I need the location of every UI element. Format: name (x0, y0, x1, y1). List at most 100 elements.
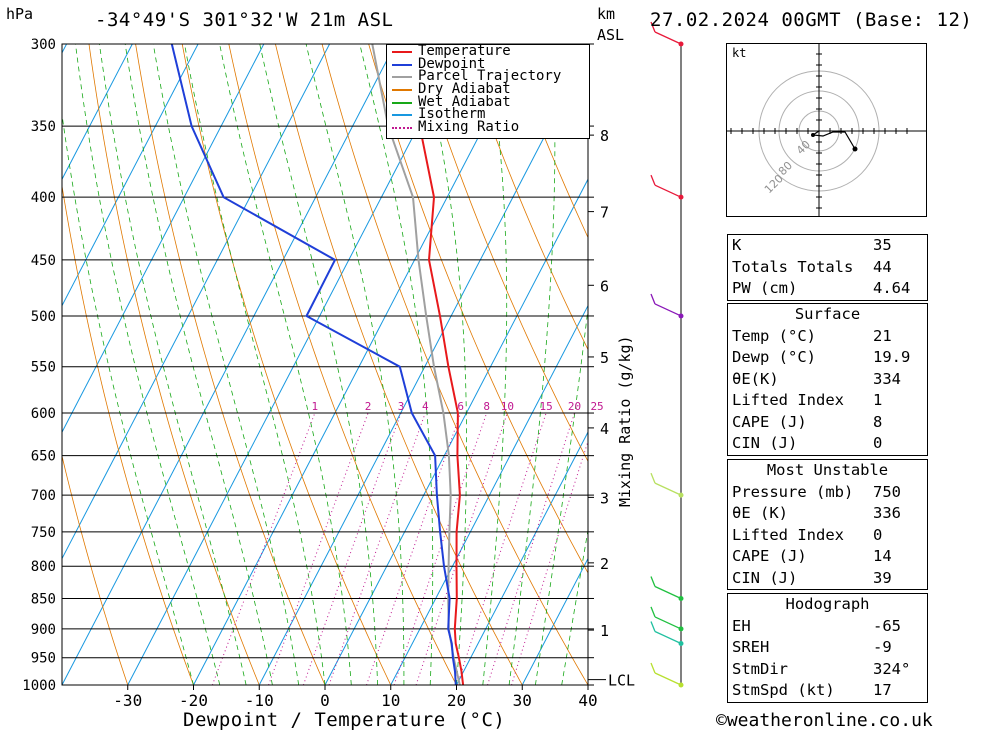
mixing-ratio-line (393, 412, 488, 685)
wet-adiabat-line (508, 44, 556, 685)
legend-label: Mixing Ratio (418, 119, 520, 136)
mixing-ratio-line (211, 412, 316, 685)
wet-adiabat-line (561, 527, 588, 685)
legend-label: Dewpoint (418, 55, 486, 72)
wind-barb-flag (650, 606, 656, 618)
temperature-tick-label: 20 (447, 691, 466, 710)
surface-cape-row: CAPE (J) 8 (732, 412, 883, 431)
dry-adiabat-line (461, 44, 588, 351)
location-title: -34°49'S 301°32'W 21m ASL (95, 9, 394, 31)
altitude-tick-label: 7 (600, 204, 609, 222)
wind-barb-column (650, 21, 684, 688)
mixing-ratio-line (456, 412, 547, 685)
mu-li-row: Lifted Index 0 (732, 525, 883, 544)
altitude-tick-label: 2 (600, 555, 609, 573)
wet-adiabat-line (99, 44, 247, 685)
isotherm-line (521, 557, 588, 685)
wet-adiabat-line (535, 305, 588, 685)
isotherm-line (390, 304, 588, 685)
altitude-tick-label: 1 (600, 622, 609, 640)
plot-frame (61, 43, 589, 686)
pressure-tick-label: 400 (31, 190, 56, 206)
mixing-ratio-label: 6 (457, 400, 464, 413)
mixing-ratio-label: 8 (483, 400, 490, 413)
dry-adiabat-line (414, 44, 588, 463)
legend-label: Dry Adiabat (418, 81, 511, 98)
hodograph-panel: kt 40 80 120 (726, 43, 927, 217)
legend-swatch (392, 51, 412, 53)
mu-theta-row: θE (K) 336 (732, 504, 901, 522)
dry-adiabat-line (62, 454, 129, 685)
isotherm-line (324, 178, 588, 685)
wind-barb-staff (654, 31, 682, 45)
isotherm-line (62, 44, 331, 560)
altitude-tick-label: 6 (600, 277, 609, 295)
k-index-row: K 35 (732, 236, 892, 254)
legend-item: Temperature (387, 43, 589, 59)
temperature-tick-label: 40 (578, 691, 597, 710)
altitude-tick-label: 8 (600, 127, 609, 145)
mixing-ratio-labels: 1 2 3 4 6 8 10 15 20 25 (312, 400, 604, 413)
legend-label: Wet Adiabat (418, 93, 511, 110)
isotherm-line (127, 44, 462, 685)
isotherm-line (456, 431, 588, 685)
wind-barb-flag (650, 662, 656, 674)
mu-cin-row: CIN (J) 39 (732, 568, 892, 587)
surface-title: Surface (794, 305, 861, 323)
temperature-tick-label: -20 (179, 691, 208, 710)
pressure-tick-label: 850 (31, 591, 56, 607)
legend-item: Parcel Trajectory (387, 70, 589, 83)
hodograph-end-point (852, 146, 858, 152)
altitude-tick-label: 4 (600, 420, 609, 438)
legend-label: Isotherm (418, 106, 486, 123)
surface-theta-row: θE(K) 334 (732, 369, 901, 388)
dry-adiabat-line (508, 44, 588, 239)
temperature-line (400, 44, 465, 685)
mixing-ratio-label: 15 (540, 400, 553, 413)
profile-lines (170, 44, 465, 685)
pressure-axis: 300 350 400 450 500 550 600 650 700 750 800 850 900 9… (22, 37, 56, 694)
dry-adiabat-line (321, 44, 588, 685)
wet-adiabat-line (219, 44, 352, 685)
lcl-label: LCL (608, 672, 635, 690)
mixing-ratio-label: 25 (590, 400, 603, 413)
indices-panel: K 35 Totals Totals 44 PW (cm) 4.64 (727, 234, 928, 301)
legend-swatch (392, 127, 412, 130)
pressure-tick-label: 350 (31, 119, 56, 135)
surface-li-row: Lifted Index 1 (732, 391, 883, 409)
mixing-ratio-label: 20 (568, 400, 581, 413)
altitude-axis: 1 2 3 4 5 6 7 8 LCL (588, 127, 635, 690)
mixing-ratio-line (366, 412, 462, 685)
legend-swatch (392, 63, 412, 66)
wind-barb-staff (654, 630, 682, 645)
wet-adiabat-line (305, 44, 405, 685)
hodograph-ring-label: 40 (794, 138, 813, 157)
mu-title: Most Unstable (766, 461, 889, 479)
wet-adiabat-line (152, 44, 300, 685)
wind-barb-staff (654, 585, 682, 600)
legend-label: Temperature (418, 43, 511, 59)
legend-item: Dry Adiabat (387, 81, 589, 98)
temperature-tick-label: -10 (245, 691, 274, 710)
isotherm-line (193, 44, 528, 685)
legend-swatch (392, 89, 412, 92)
pressure-tick-label: 300 (31, 37, 56, 53)
dry-adiabat-line (928, 44, 1000, 685)
mixing-ratio-line (268, 412, 369, 685)
temperature-tick-label: 30 (513, 691, 532, 710)
wet-adiabat-line (482, 44, 508, 685)
km-unit: km (597, 5, 616, 23)
parcel-trajectory-line (371, 44, 461, 685)
temperature-axis: -30 -20 -10 0 10 20 30 40 (113, 685, 598, 710)
pressure-tick-label: 800 (31, 559, 56, 575)
mixing-ratio-axis-label: Mixing Ratio (g/kg) (616, 335, 634, 507)
pressure-tick-label: 650 (31, 449, 56, 465)
pw-row: PW (cm) 4.64 (732, 279, 911, 297)
legend-swatch (392, 101, 412, 104)
legend-item: Wet Adiabat (387, 93, 589, 110)
wind-barb-staff (654, 184, 682, 198)
temperature-tick-label: 0 (320, 691, 330, 710)
hodograph-title: Hodograph (785, 595, 870, 613)
